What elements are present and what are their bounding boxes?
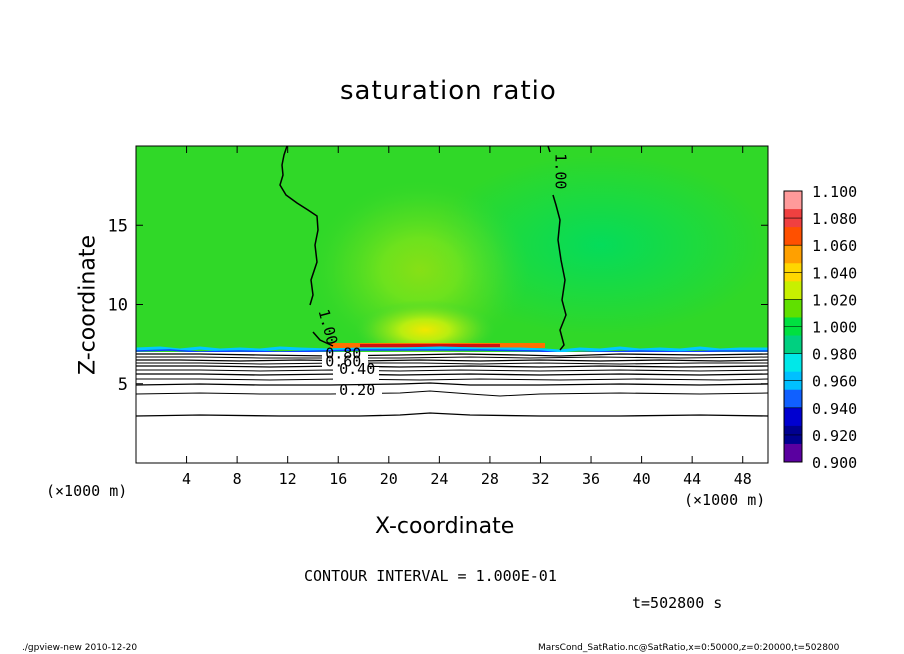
x-tick-label: 36: [582, 470, 600, 488]
contour-lines: [135, 353, 769, 417]
colorbar-label: 0.980: [812, 346, 857, 364]
x-tick-label: 12: [279, 470, 297, 488]
chart-title: saturation ratio: [340, 76, 557, 106]
colorbar: 1.100 1.080 1.060 1.040 1.020 1.000 0.980 0.960…: [783, 183, 857, 472]
contour-label: 0.20: [339, 381, 375, 399]
x-tick-label: 24: [430, 470, 448, 488]
colorbar-swatch: [784, 353, 802, 373]
contour-label-layer: 1.001.000.800.600.400.20: [315, 153, 570, 399]
colorbar-label: 0.900: [812, 454, 857, 472]
contour-label: 1.00: [552, 153, 570, 189]
x-tick-label: 16: [329, 470, 347, 488]
colorbar-label: 1.020: [812, 291, 857, 309]
colorbar-swatch: [784, 281, 802, 300]
colorbar-swatch: [784, 407, 802, 427]
colorbar-swatch: [784, 335, 802, 355]
footer-left: ./gpview-new 2010-12-20: [22, 643, 138, 653]
x-unit-label: (×1000 m): [46, 482, 128, 500]
colorbar-label: 1.040: [812, 264, 857, 282]
colorbar-swatch: [784, 299, 802, 318]
y-unit-label: (×1000 m): [684, 491, 766, 509]
colorbar-label: 0.920: [812, 427, 857, 445]
contour-label-halo: [336, 387, 382, 400]
y-tick-label: 15: [108, 216, 128, 236]
subsaturated-field: [136, 352, 768, 463]
x-tick-label: 20: [380, 470, 398, 488]
x-axis-label: X-coordinate: [375, 514, 515, 539]
contour-line-1-00-left: [279, 145, 319, 306]
contour-line-1-00-right: [552, 194, 567, 351]
colorbar-swatch: [784, 443, 802, 463]
y-axis-label: Z-coordinate: [75, 235, 101, 375]
y-tick-label: 5: [118, 375, 128, 395]
colorbar-label: 1.000: [812, 319, 857, 337]
y-tick-label: 10: [108, 296, 128, 316]
condensation-boundary: [135, 346, 768, 353]
x-tick-label: 32: [531, 470, 549, 488]
colorbar-label: 1.100: [812, 183, 857, 201]
colorbar-label: 1.060: [812, 237, 857, 255]
field-variation: [355, 300, 495, 360]
contour-label-halo: [333, 367, 379, 380]
contour-label: 0.80: [325, 344, 361, 362]
time-label: t=502800 s: [632, 594, 723, 612]
contour-line-1-00-left: [312, 331, 334, 347]
x-axis-ticks: 4 8 12 16 20 24 28 32 36 40 44 48: [182, 146, 752, 488]
colorbar-swatch: [784, 245, 802, 264]
colorbar-swatch: [784, 191, 802, 210]
colorbar-swatch: [784, 389, 802, 409]
contour-interval-label: CONTOUR INTERVAL = 1.000E-01: [304, 567, 557, 585]
contour-label-halo: [322, 352, 368, 368]
colorbar-label: 1.080: [812, 210, 857, 228]
plot-area: 1.001.000.800.600.400.20 4 8 12 16 20 24 28 32 3…: [108, 145, 770, 488]
contour-label: 0.40: [339, 360, 375, 378]
x-tick-label: 8: [233, 470, 242, 488]
x-tick-label: 48: [734, 470, 752, 488]
condensation-boundary: [135, 349, 768, 354]
x-tick-label: 40: [633, 470, 651, 488]
footer-right: MarsCond_SatRatio.nc@SatRatio,x=0:50000,…: [538, 643, 840, 653]
y-axis-ticks: 5 10 15: [108, 216, 768, 395]
x-tick-label: 28: [481, 470, 499, 488]
contour-label: 0.60: [325, 352, 361, 370]
supersaturation-band: [360, 344, 500, 347]
colorbar-label: 0.940: [812, 400, 857, 418]
colorbar-swatch: [784, 227, 802, 246]
colorbar-label: 0.960: [812, 373, 857, 391]
contour-line-1-00-right: [547, 145, 551, 153]
x-tick-label: 4: [182, 470, 191, 488]
x-tick-label: 44: [683, 470, 701, 488]
